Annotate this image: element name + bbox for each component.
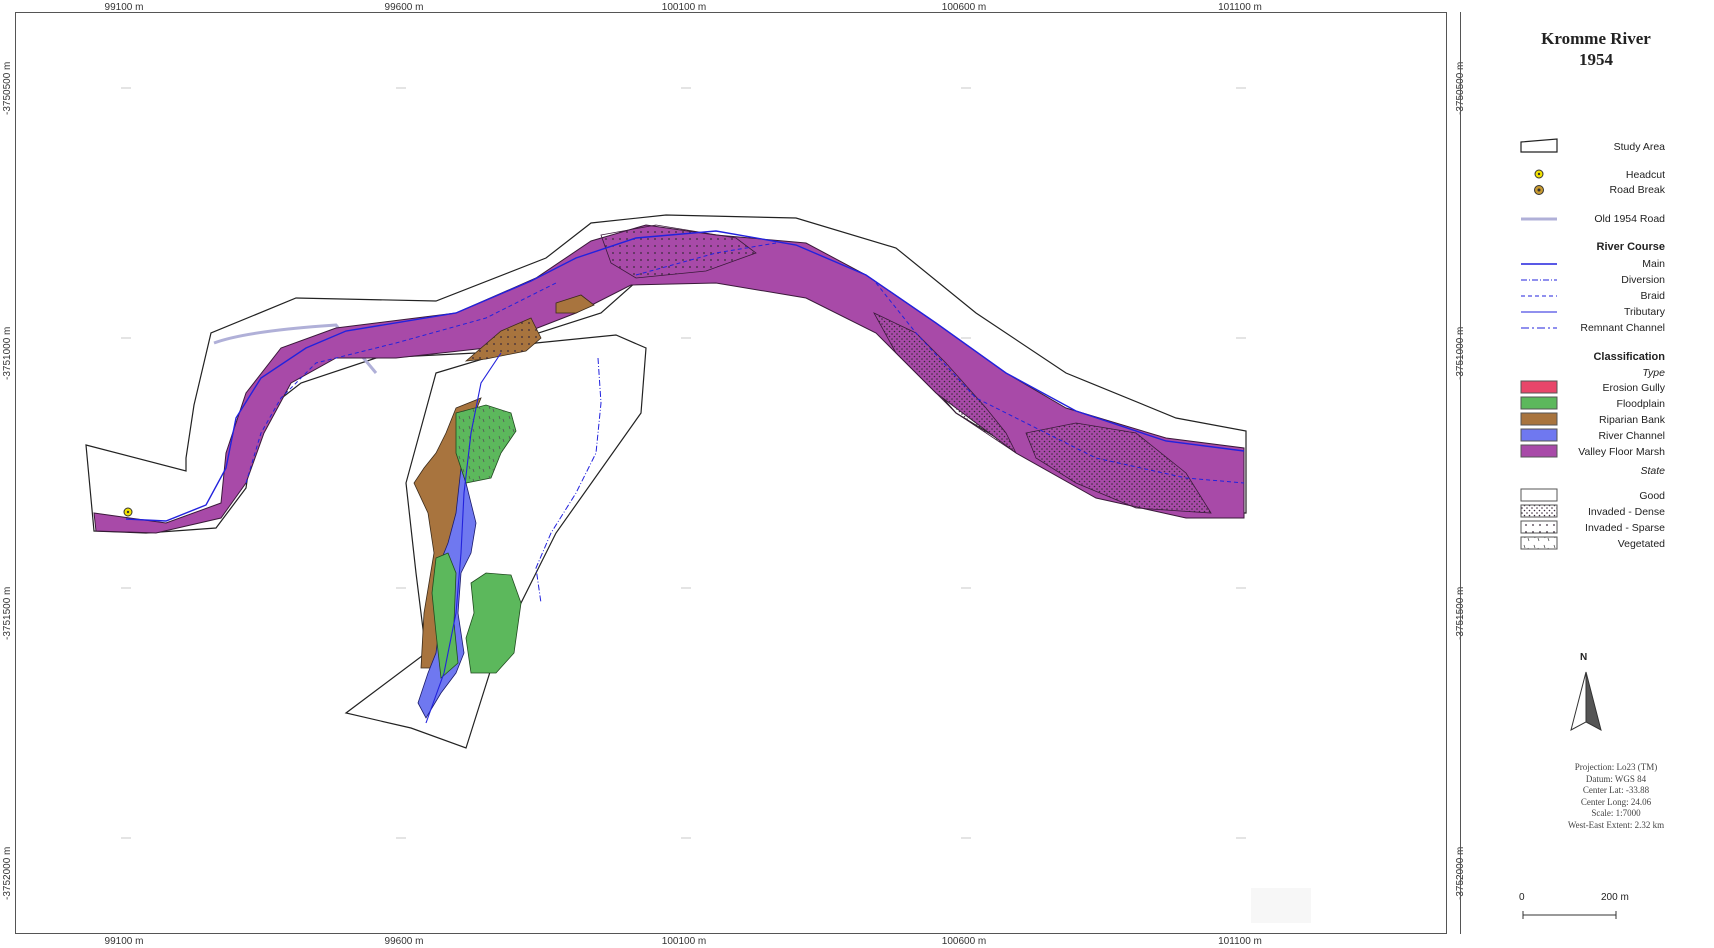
river-tributary-line[interactable] [425,352,502,724]
y-tick-left-3: -3751500 m [2,586,13,640]
floodplain-lower-right[interactable] [465,572,522,674]
center-lat-line: Center Lat: -33.88 [1582,785,1650,795]
x-tick-top-2: 99600 m [384,2,424,13]
map-title: Kromme River 1954 [1461,28,1714,70]
x-tick-bottom-3: 100100 m [661,936,707,947]
x-tick-bottom-2: 99600 m [384,936,424,947]
map-blank-patch [1251,888,1311,923]
legend-classification-heading: Classification [1593,351,1665,363]
floodplain-upper-hatch [456,405,516,483]
datum-line: Datum: WGS 84 [1585,773,1647,784]
x-tick-top-4: 100600 m [941,2,987,13]
tributary-study-area-outline[interactable] [344,334,647,749]
invaded-sparse-legend-icon [1520,520,1558,534]
scale-line: Scale: 1:7000 [1591,808,1641,818]
scale-bar-end-label: 200 m [1601,892,1629,903]
projection-line: Projection: Lo23 (TM) [1574,762,1658,772]
x-tick-bottom-4: 100600 m [941,936,987,947]
riparian-bank-legend-icon [1520,412,1558,426]
center-long-line: Center Long: 24.06 [1580,796,1652,807]
map-title-year: 1954 [1579,50,1613,69]
invaded-dense-legend-icon [1520,504,1558,518]
scale-bar-icon [1522,911,1617,919]
legend-panel: Kromme River 1954 [1460,12,1711,934]
good-legend-icon [1520,488,1558,502]
legend-invaded-dense-label: Invaded - Dense [1587,506,1665,518]
x-tick-top-1: 99100 m [104,2,144,13]
y-tick-left-1: -3750500 m [2,61,13,115]
legend-river-course-heading: River Course [1596,241,1665,253]
y-tick-left-2: -3751000 m [2,326,13,380]
legend-study-area-label: Study Area [1613,141,1665,153]
projection-info: Projection: Lo23 (TM) Datum: WGS 84 Cent… [1521,762,1711,831]
vegetated-legend-icon [1520,536,1558,550]
x-tick-bottom-5: 101100 m [1218,936,1262,947]
legend-road-break-label: Road Break [1609,184,1665,196]
north-arrow-icon [1570,671,1602,731]
legend-river-braid-label: Braid [1640,290,1665,302]
valley-floor-marsh-legend-icon [1520,444,1558,458]
floodplain-lower-left[interactable] [431,552,459,679]
invaded-dense-area-2[interactable] [1025,422,1212,514]
legend-river-channel-label: River Channel [1598,430,1665,442]
map-frame[interactable] [15,12,1447,934]
river-main-line[interactable] [125,230,1245,522]
legend-old-road-label: Old 1954 Road [1594,213,1665,225]
study-area-legend-icon [1520,138,1558,153]
floodplain-legend-icon [1520,396,1558,410]
legend-river-diversion-label: Diversion [1621,274,1665,286]
legend-river-main-label: Main [1642,258,1665,270]
legend-river-remnant-label: Remnant Channel [1580,322,1665,334]
riparian-bank-main-2[interactable] [555,294,595,314]
north-arrow-label: N [1580,652,1588,663]
legend-headcut-label: Headcut [1625,169,1665,181]
legend-river-tributary-label: Tributary [1623,306,1665,318]
river-remnant-channel-line[interactable] [535,357,602,604]
map-canvas[interactable] [16,13,1448,935]
legend-symbols [1520,138,1617,919]
riparian-bank-main-hatch [466,318,541,361]
legend-valley-floor-marsh-label: Valley Floor Marsh [1578,446,1665,458]
old-road[interactable] [213,323,378,374]
map-title-name: Kromme River [1541,29,1651,48]
legend-floodplain-label: Floodplain [1616,398,1665,410]
invaded-dense-area-1[interactable] [873,312,1018,455]
erosion-gully-legend-icon [1520,380,1558,394]
x-tick-top-5: 101100 m [1218,2,1262,13]
scale-bar-start-label: 0 [1519,892,1525,903]
x-tick-bottom-1: 99100 m [104,936,144,947]
legend-erosion-gully-label: Erosion Gully [1602,382,1665,394]
legend-type-heading: Type [1642,367,1665,379]
legend-vegetated-label: Vegetated [1617,538,1665,550]
legend-good-label: Good [1639,490,1665,502]
extent-line: West-East Extent: 2.32 km [1567,819,1665,830]
x-tick-top-3: 100100 m [661,2,707,13]
headcut-marker[interactable] [123,507,133,517]
y-tick-left-4: -3752000 m [2,846,13,900]
legend-riparian-bank-label: Riparian Bank [1599,414,1665,426]
river-braid-line[interactable] [245,242,1245,484]
legend-invaded-sparse-label: Invaded - Sparse [1585,522,1665,534]
river-channel-legend-icon [1520,428,1558,442]
legend-state-heading: State [1640,465,1665,477]
